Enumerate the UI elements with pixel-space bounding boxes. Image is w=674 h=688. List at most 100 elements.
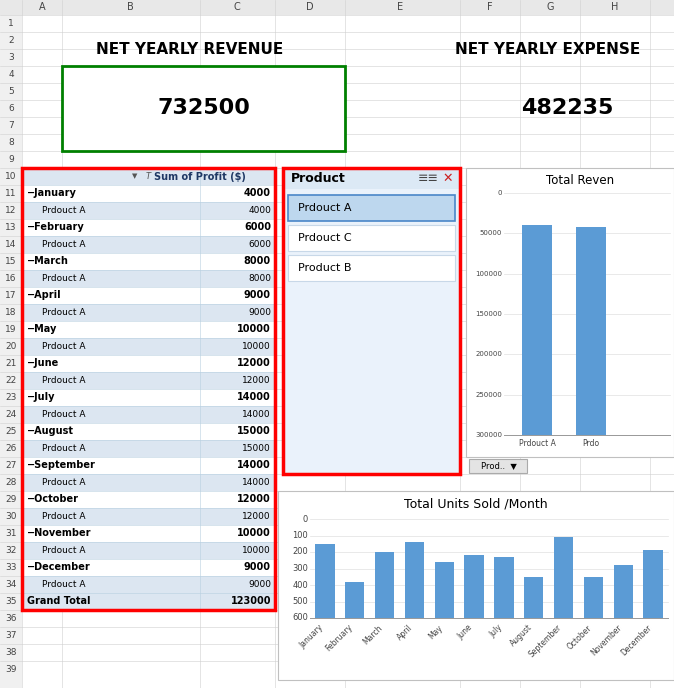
Text: Product: Product (291, 172, 346, 185)
Text: 9000: 9000 (244, 290, 271, 301)
Text: 9000: 9000 (248, 308, 271, 317)
Text: 12000: 12000 (243, 376, 271, 385)
Text: −October: −October (27, 495, 79, 504)
Text: Prdouct A: Prdouct A (42, 206, 86, 215)
Text: C: C (234, 3, 241, 12)
Bar (375, 552, 394, 618)
Bar (494, 557, 514, 618)
Text: 11: 11 (5, 189, 17, 198)
Text: 17: 17 (5, 291, 17, 300)
Bar (22, 168, 275, 185)
Bar (288, 195, 455, 221)
Text: 600: 600 (292, 614, 308, 623)
Text: Prdouct A: Prdouct A (42, 308, 86, 317)
Text: 150000: 150000 (475, 311, 502, 317)
Bar (404, 542, 424, 618)
Bar (22, 168, 275, 610)
Text: Prdouct A: Prdouct A (42, 478, 86, 487)
Text: 12000: 12000 (237, 495, 271, 504)
Text: Prdouct A: Prdouct A (42, 512, 86, 521)
Text: 29: 29 (5, 495, 17, 504)
Text: December: December (619, 623, 653, 657)
Bar (22, 525, 275, 542)
Bar (288, 255, 455, 281)
Text: 19: 19 (5, 325, 17, 334)
Bar (22, 236, 275, 253)
Text: Prdouct A: Prdouct A (42, 580, 86, 589)
Text: 4000: 4000 (244, 189, 271, 199)
Text: 14000: 14000 (243, 410, 271, 419)
Text: A: A (38, 3, 45, 12)
Text: August: August (508, 623, 534, 649)
Text: Prdo: Prdo (582, 439, 600, 448)
Bar (22, 576, 275, 593)
Text: February: February (324, 623, 355, 654)
Text: 250000: 250000 (475, 391, 502, 398)
Text: Prdouct C: Prdouct C (298, 233, 352, 243)
Text: E: E (397, 3, 403, 12)
Text: 8000: 8000 (248, 274, 271, 283)
Bar (554, 537, 574, 618)
Bar (0, 0, 674, 15)
Bar (345, 581, 365, 618)
Text: B: B (127, 3, 133, 12)
Text: 4000: 4000 (248, 206, 271, 215)
Text: 14: 14 (5, 240, 17, 249)
Text: 200000: 200000 (475, 352, 502, 357)
Text: 100: 100 (293, 531, 308, 540)
Text: 33: 33 (5, 563, 17, 572)
Bar (278, 491, 674, 680)
Text: 20: 20 (5, 342, 17, 351)
Bar (22, 542, 275, 559)
Text: 35: 35 (5, 597, 17, 606)
Text: −January: −January (27, 189, 77, 199)
Text: 27: 27 (5, 461, 17, 470)
Text: 26: 26 (5, 444, 17, 453)
Text: −June: −June (27, 358, 59, 369)
Bar (283, 168, 460, 189)
Text: 22: 22 (5, 376, 17, 385)
Text: 300000: 300000 (475, 432, 502, 438)
Text: −April: −April (27, 290, 61, 301)
Bar (22, 185, 275, 202)
Text: 15000: 15000 (242, 444, 271, 453)
Text: 10000: 10000 (242, 546, 271, 555)
Text: June: June (456, 623, 474, 641)
Text: Total Reven: Total Reven (546, 173, 614, 186)
Text: 6000: 6000 (244, 222, 271, 233)
Bar (22, 474, 275, 491)
Text: −July: −July (27, 392, 55, 402)
Text: F: F (487, 3, 493, 12)
Text: ≡≡: ≡≡ (417, 172, 439, 185)
Bar (584, 577, 603, 618)
Bar (22, 440, 275, 457)
Text: 400: 400 (293, 581, 308, 590)
Text: Prdouct A: Prdouct A (42, 410, 86, 419)
Bar (22, 202, 275, 219)
Bar (22, 508, 275, 525)
Text: 16: 16 (5, 274, 17, 283)
Text: −February: −February (27, 222, 85, 233)
Bar (288, 225, 455, 251)
Text: Prdouct A: Prdouct A (298, 203, 352, 213)
Text: −November: −November (27, 528, 92, 539)
Text: NET YEARLY EXPENSE: NET YEARLY EXPENSE (456, 41, 640, 56)
Bar (435, 562, 454, 618)
Text: January: January (298, 623, 325, 650)
Bar (22, 406, 275, 423)
Text: 8000: 8000 (244, 257, 271, 266)
Text: 14000: 14000 (237, 392, 271, 402)
Text: 12000: 12000 (237, 358, 271, 369)
Text: 9000: 9000 (248, 580, 271, 589)
Text: G: G (546, 3, 554, 12)
Text: 5: 5 (8, 87, 14, 96)
Text: Prod..  ▼: Prod.. ▼ (481, 462, 517, 471)
Text: ✕: ✕ (443, 172, 453, 185)
Text: 7: 7 (8, 121, 14, 130)
Bar (62, 66, 345, 151)
Text: March: March (362, 623, 385, 646)
Text: 37: 37 (5, 631, 17, 640)
Bar (22, 270, 275, 287)
Bar (22, 389, 275, 406)
Bar (22, 457, 275, 474)
